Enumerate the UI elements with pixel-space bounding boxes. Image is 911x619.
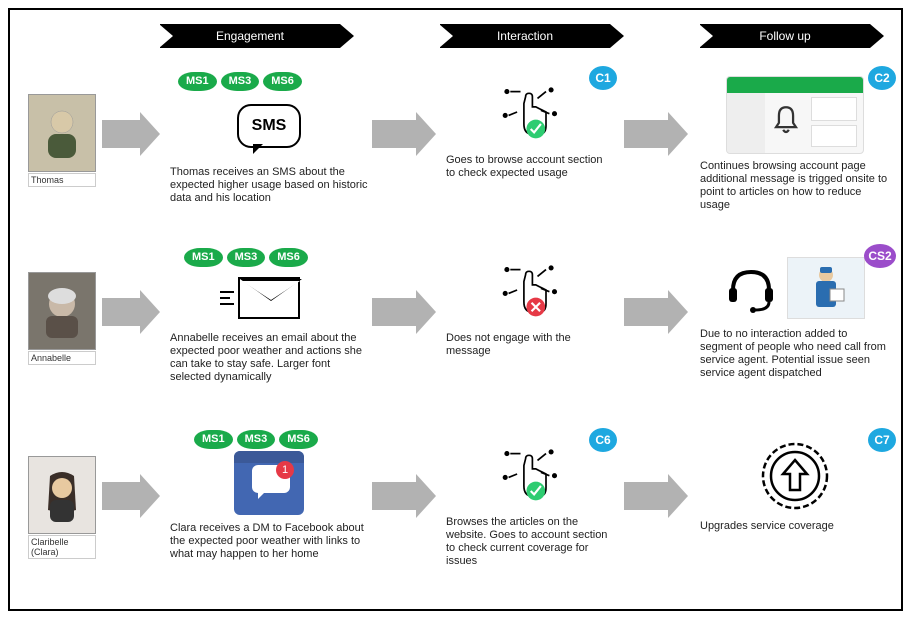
engagement-cell: MS1 MS3 MS6 SMS Thomas receives an SMS a…: [170, 70, 368, 205]
corner-badge: C1: [589, 66, 617, 90]
interaction-desc: Does not engage with the message: [446, 332, 611, 358]
stage-engagement: Engagement: [160, 24, 340, 48]
followup-cell: CS2 Due to no interaction added to segme…: [700, 252, 890, 380]
journey-diagram: Engagement Interaction Follow up Thomas …: [8, 8, 903, 611]
flow-arrow: [102, 120, 160, 148]
sms-icon: SMS: [170, 90, 368, 162]
persona-photo-placeholder: [28, 456, 96, 534]
browser-notification-icon: [700, 74, 890, 156]
upgrade-icon: [700, 436, 890, 516]
interaction-cell: C1 Goes to browse account section to che…: [446, 74, 611, 180]
flow-arrow: [372, 298, 436, 326]
badge-ms1: MS1: [178, 72, 217, 91]
ms-badges: MS1 MS3 MS6: [194, 430, 318, 449]
badge-ms6: MS6: [263, 72, 302, 91]
badge-ms1: MS1: [184, 248, 223, 267]
followup-cell: C2 Continues browsing account page addit…: [700, 74, 890, 212]
tap-check-icon: [446, 436, 611, 512]
ms-badges: MS1 MS3 MS6: [184, 248, 308, 267]
tap-cross-icon: [446, 252, 611, 328]
flow-arrow: [372, 482, 436, 510]
row-thomas: Thomas MS1 MS3 MS6 SMS Thomas receives a…: [10, 70, 901, 245]
engagement-cell: MS1 MS3 MS6 Annabelle receives an email …: [170, 248, 368, 384]
followup-desc: Upgrades service coverage: [700, 520, 890, 533]
persona-name: Annabelle: [28, 351, 96, 365]
row-annabelle: Annabelle MS1 MS3 MS6 Annabelle receives…: [10, 248, 901, 423]
persona-card: Claribelle (Clara): [28, 456, 96, 559]
engagement-cell: MS1 MS3 MS6 1 Clara receives a DM to Fac…: [170, 432, 368, 561]
interaction-desc: Browses the articles on the website. Goe…: [446, 516, 611, 568]
stage-interaction: Interaction: [440, 24, 610, 48]
corner-badge: C2: [868, 66, 896, 90]
badge-ms6: MS6: [279, 430, 318, 449]
facebook-dm-icon: 1: [170, 448, 368, 518]
row-clara: Claribelle (Clara) MS1 MS3 MS6 1 Clara r…: [10, 432, 901, 607]
badge-ms1: MS1: [194, 430, 233, 449]
persona-photo-placeholder: [28, 272, 96, 350]
corner-badge: C7: [868, 428, 896, 452]
persona-name: Claribelle (Clara): [28, 535, 96, 559]
persona-card: Annabelle: [28, 272, 96, 365]
persona-card: Thomas: [28, 94, 96, 187]
engagement-desc: Annabelle receives an email about the ex…: [170, 332, 368, 384]
corner-badge: C6: [589, 428, 617, 452]
interaction-desc: Goes to browse account section to check …: [446, 154, 611, 180]
flow-arrow: [102, 298, 160, 326]
flow-arrow: [624, 482, 688, 510]
persona-name: Thomas: [28, 173, 96, 187]
persona-photo-placeholder: [28, 94, 96, 172]
flow-arrow: [372, 120, 436, 148]
interaction-cell: Does not engage with the message: [446, 252, 611, 358]
badge-ms6: MS6: [269, 248, 308, 267]
flow-arrow: [102, 482, 160, 510]
email-icon: [170, 268, 368, 328]
tap-check-icon: [446, 74, 611, 150]
badge-ms3: MS3: [237, 430, 276, 449]
followup-desc: Continues browsing account page addition…: [700, 160, 890, 212]
stage-followup: Follow up: [700, 24, 870, 48]
flow-arrow: [624, 120, 688, 148]
interaction-cell: C6 Browses the articles on the website. …: [446, 436, 611, 568]
followup-cell: C7 Upgrades service coverage: [700, 436, 890, 533]
badge-ms3: MS3: [227, 248, 266, 267]
ms-badges: MS1 MS3 MS6: [178, 72, 302, 91]
flow-arrow: [624, 298, 688, 326]
engagement-desc: Clara receives a DM to Facebook about th…: [170, 522, 368, 561]
stage-headers: Engagement Interaction Follow up: [10, 24, 901, 52]
followup-desc: Due to no interaction added to segment o…: [700, 328, 890, 380]
service-agent-icon: [700, 252, 890, 324]
engagement-desc: Thomas receives an SMS about the expecte…: [170, 166, 368, 205]
corner-badge: CS2: [864, 244, 896, 268]
badge-ms3: MS3: [221, 72, 260, 91]
